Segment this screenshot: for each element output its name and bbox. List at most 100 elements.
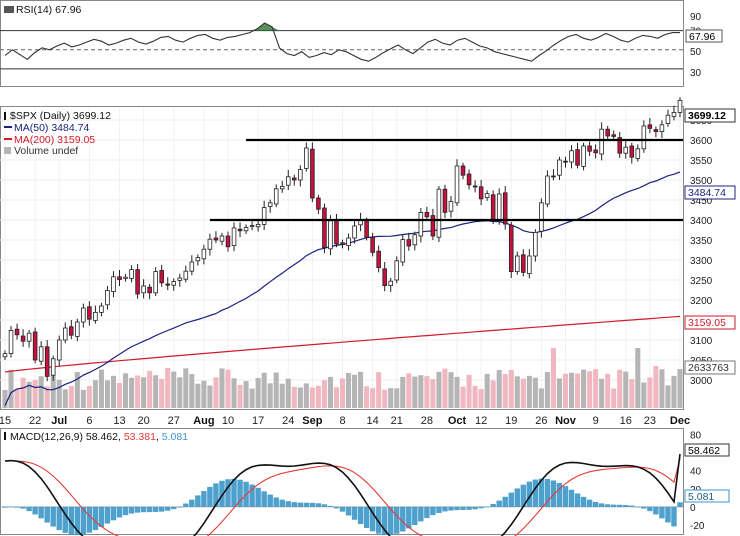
candle-body bbox=[665, 114, 671, 124]
date-label: 16 bbox=[620, 415, 632, 427]
macd-histogram-bar bbox=[490, 503, 496, 507]
candle-body bbox=[56, 339, 62, 361]
candle-body bbox=[436, 188, 442, 238]
macd-tick-label: 0 bbox=[690, 503, 696, 514]
macd-histogram-bar bbox=[134, 506, 141, 513]
candle-body bbox=[569, 150, 574, 163]
volume-bar bbox=[327, 376, 333, 408]
volume-bar bbox=[74, 371, 80, 408]
candle-body bbox=[490, 194, 496, 221]
macd-histogram-bar bbox=[586, 499, 593, 507]
ma200-label: MA(200) 3159.05 bbox=[14, 134, 95, 146]
volume-bar bbox=[207, 385, 213, 408]
rsi-tick-90: 90 bbox=[690, 12, 702, 23]
candle-body bbox=[521, 254, 526, 273]
volume-bar bbox=[110, 375, 117, 408]
volume-bar bbox=[466, 374, 472, 408]
macd-histogram-bar bbox=[436, 506, 442, 513]
candle-body bbox=[641, 125, 647, 150]
candle-body bbox=[279, 185, 285, 190]
volume-bar bbox=[406, 373, 412, 408]
candle-body bbox=[533, 231, 538, 257]
volume-bar bbox=[189, 374, 195, 408]
candle-body bbox=[225, 235, 231, 248]
candle-body bbox=[496, 193, 502, 221]
macd-histogram-bar bbox=[92, 506, 99, 531]
date-label: 8 bbox=[339, 415, 345, 427]
volume-bar bbox=[147, 370, 153, 408]
candle-body bbox=[153, 271, 158, 294]
macd-histogram-bar bbox=[514, 488, 520, 507]
macd-histogram-bar bbox=[146, 506, 153, 513]
svg-text:67.96: 67.96 bbox=[689, 31, 715, 43]
volume-bar bbox=[665, 385, 671, 408]
date-label: 22 bbox=[29, 415, 41, 427]
volume-bar bbox=[231, 378, 237, 408]
candle-body bbox=[653, 129, 659, 133]
candle-body bbox=[527, 255, 532, 275]
macd-histogram-bar bbox=[98, 506, 105, 527]
macd-histogram-bar bbox=[273, 497, 279, 507]
volume-bar bbox=[388, 388, 394, 408]
macd-histogram-bar bbox=[466, 506, 472, 510]
macd-histogram-bar bbox=[381, 506, 388, 535]
candle-body bbox=[255, 223, 261, 228]
macd-histogram-bar bbox=[592, 501, 599, 507]
volume-bar bbox=[538, 388, 544, 408]
candle-body bbox=[117, 276, 122, 280]
macd-histogram-bar bbox=[32, 506, 38, 515]
volume-bar bbox=[352, 374, 358, 408]
candle-body bbox=[267, 202, 273, 207]
volume-bar bbox=[80, 389, 86, 408]
volume-bar bbox=[496, 369, 502, 408]
svg-text:58.462: 58.462 bbox=[688, 445, 720, 457]
candle-body bbox=[352, 225, 357, 239]
macd-histogram-bar bbox=[2, 506, 8, 508]
candle-body bbox=[213, 237, 219, 241]
macd-title-main: MACD(12,26,9) 58.462, 53.381, 5.081 bbox=[10, 431, 188, 443]
candle-body bbox=[448, 201, 454, 212]
volume-bar bbox=[50, 375, 56, 408]
macd-histogram-bar bbox=[86, 506, 93, 533]
volume-bar bbox=[8, 369, 14, 408]
macd-histogram-bar bbox=[225, 479, 231, 507]
candle-body bbox=[472, 185, 478, 188]
rsi-overbought-fill bbox=[249, 23, 280, 31]
volume-bar bbox=[412, 376, 418, 408]
candle-body bbox=[424, 211, 430, 218]
volume-bar bbox=[454, 376, 460, 408]
candle-body bbox=[183, 270, 189, 280]
volume-legend-swatch bbox=[4, 147, 11, 154]
date-label: 21 bbox=[391, 415, 403, 427]
date-label: 12 bbox=[475, 415, 487, 427]
volume-bar bbox=[659, 369, 665, 408]
macd-histogram-bar bbox=[538, 478, 545, 507]
candle-body bbox=[623, 146, 629, 154]
candle-body bbox=[105, 289, 110, 306]
volume-bar bbox=[472, 385, 478, 408]
volume-bar bbox=[56, 379, 62, 408]
macd-histogram-bar bbox=[544, 478, 551, 507]
macd-histogram-bar bbox=[604, 504, 611, 507]
volume-bar bbox=[514, 376, 520, 408]
candle-body bbox=[430, 215, 436, 237]
volume-bar bbox=[581, 369, 587, 408]
price-tick-label: 3500 bbox=[690, 176, 713, 187]
macd-histogram-bar bbox=[303, 502, 310, 507]
candle-body bbox=[545, 175, 550, 205]
candle-body bbox=[87, 306, 92, 320]
volume-bar bbox=[44, 386, 50, 408]
volume-bar bbox=[430, 379, 436, 408]
volume-bar bbox=[104, 380, 110, 408]
macd-histogram-bar bbox=[189, 499, 195, 507]
candle-body bbox=[484, 193, 490, 199]
candle-body bbox=[273, 188, 279, 205]
macd-histogram-bar bbox=[231, 478, 237, 507]
date-label: 14 bbox=[367, 415, 379, 427]
candle-body bbox=[376, 250, 381, 268]
macd-histogram-bar bbox=[297, 502, 304, 507]
volume-bar bbox=[593, 369, 599, 408]
macd-histogram-bar bbox=[177, 506, 183, 508]
volume-bar bbox=[502, 374, 508, 408]
rsi-title: RSI(14) 67.96 bbox=[16, 4, 82, 16]
